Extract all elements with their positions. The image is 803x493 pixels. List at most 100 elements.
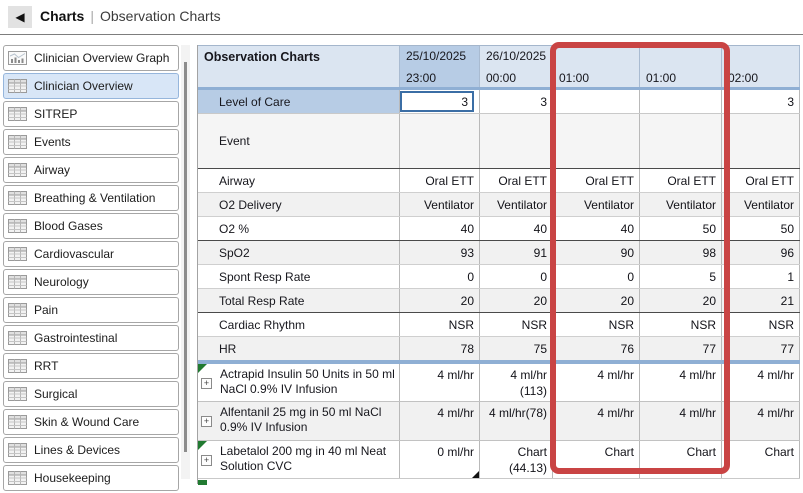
data-cell[interactable]: 4 ml/hr (640, 402, 722, 440)
sidebar-item-skin-wound-care[interactable]: Skin & Wound Care (3, 409, 179, 435)
data-cell[interactable] (480, 114, 553, 168)
data-cell[interactable]: 20 (480, 289, 553, 312)
data-cell[interactable]: 4 ml/hr (400, 402, 480, 440)
column-header-1[interactable]: 26/10/2025 00:00 (480, 46, 553, 87)
data-cell[interactable]: 20 (640, 289, 722, 312)
data-cell[interactable]: 0 (480, 265, 553, 288)
data-cell[interactable]: Oral ETT (722, 169, 800, 192)
level-of-care-input[interactable]: 3 (400, 91, 474, 112)
data-cell[interactable]: Oral ETT (400, 169, 480, 192)
data-cell[interactable]: Chart (44.13) (480, 441, 553, 478)
data-cell[interactable]: NSR (640, 313, 722, 336)
column-header-2[interactable]: 01:00 (553, 46, 640, 87)
data-cell[interactable]: 4 ml/hr (400, 364, 480, 401)
observation-charts-table: Observation Charts 25/10/2025 23:00 26/10/… (197, 45, 800, 485)
data-cell[interactable]: 90 (553, 241, 640, 264)
data-cell[interactable] (640, 114, 722, 168)
expand-plus-icon[interactable]: + (201, 378, 212, 389)
column-header-0[interactable]: 25/10/2025 23:00 (400, 46, 480, 87)
data-cell[interactable]: 50 (722, 217, 800, 240)
data-cell[interactable]: Ventilator (722, 193, 800, 216)
expand-plus-icon[interactable]: + (201, 416, 212, 427)
data-cell[interactable]: 40 (480, 217, 553, 240)
data-cell[interactable]: 50 (640, 217, 722, 240)
data-cell[interactable]: 4 ml/hr (722, 364, 800, 401)
sidebar-scrollbar-thumb[interactable] (184, 62, 187, 452)
data-cell[interactable]: NSR (480, 313, 553, 336)
data-cell[interactable] (400, 114, 480, 168)
data-cell[interactable]: Oral ETT (553, 169, 640, 192)
row-label: Level of Care (198, 90, 400, 113)
sidebar-item-events[interactable]: Events (3, 129, 179, 155)
data-cell[interactable]: Oral ETT (640, 169, 722, 192)
data-cell[interactable]: Ventilator (400, 193, 480, 216)
data-cell[interactable]: 21 (722, 289, 800, 312)
data-cell[interactable]: 40 (400, 217, 480, 240)
data-cell[interactable]: 0 (553, 265, 640, 288)
data-cell[interactable]: 76 (553, 337, 640, 360)
data-cell[interactable]: 78 (400, 337, 480, 360)
data-cell[interactable]: 3 (722, 90, 800, 113)
sidebar-item-sitrep[interactable]: SITREP (3, 101, 179, 127)
sidebar-item-pain[interactable]: Pain (3, 297, 179, 323)
data-cell[interactable]: 0 (400, 265, 480, 288)
row-label-text: Actrapid Insulin 50 Units in 50 ml NaCl … (220, 367, 395, 396)
data-cell[interactable]: 4 ml/hr(78) (480, 402, 553, 440)
data-cell[interactable]: 91 (480, 241, 553, 264)
expand-plus-icon[interactable]: + (201, 455, 212, 466)
data-cell[interactable]: NSR (722, 313, 800, 336)
data-cell[interactable]: Oral ETT (480, 169, 553, 192)
back-button[interactable]: ◀ (8, 6, 32, 28)
data-cell[interactable]: 3 (400, 90, 480, 113)
sidebar-item-gastrointestinal[interactable]: Gastrointestinal (3, 325, 179, 351)
data-cell[interactable]: 5 (640, 265, 722, 288)
data-cell[interactable] (553, 90, 640, 113)
data-cell[interactable]: 4 ml/hr (553, 402, 640, 440)
data-cell[interactable]: 4 ml/hr (640, 364, 722, 401)
sidebar-item-surgical[interactable]: Surgical (3, 381, 179, 407)
data-cell[interactable]: 3 (480, 90, 553, 113)
column-date: 25/10/2025 (406, 49, 467, 63)
data-cell[interactable] (553, 114, 640, 168)
sidebar-item-clinician-overview[interactable]: Clinician Overview (3, 73, 179, 99)
row-label-text: Alfentanil 25 mg in 50 ml NaCl 0.9% IV I… (220, 405, 382, 434)
column-header-4[interactable]: 02:00 (722, 46, 800, 87)
data-cell[interactable]: 4 ml/hr (113) (480, 364, 553, 401)
column-header-3[interactable]: 01:00 (640, 46, 722, 87)
data-cell[interactable]: 77 (640, 337, 722, 360)
data-cell[interactable]: Ventilator (553, 193, 640, 216)
data-cell[interactable]: 77 (722, 337, 800, 360)
data-cell[interactable]: NSR (553, 313, 640, 336)
sidebar-item-airway[interactable]: Airway (3, 157, 179, 183)
data-cell[interactable]: 20 (400, 289, 480, 312)
data-cell[interactable]: 93 (400, 241, 480, 264)
sidebar-item-blood-gases[interactable]: Blood Gases (3, 213, 179, 239)
data-cell[interactable]: Ventilator (480, 193, 553, 216)
data-cell[interactable]: 75 (480, 337, 553, 360)
sidebar-item-breathing-ventilation[interactable]: Breathing & Ventilation (3, 185, 179, 211)
row-label: Cardiac Rhythm (198, 313, 400, 336)
data-cell[interactable]: Ventilator (640, 193, 722, 216)
data-cell[interactable]: NSR (400, 313, 480, 336)
sidebar-item-rrt[interactable]: RRT (3, 353, 179, 379)
sidebar-scrollbar[interactable] (181, 45, 190, 479)
sidebar-item-cardiovascular[interactable]: Cardiovascular (3, 241, 179, 267)
data-cell[interactable]: 96 (722, 241, 800, 264)
data-cell[interactable]: 20 (553, 289, 640, 312)
sidebar-item-housekeeping[interactable]: Housekeeping (3, 465, 179, 491)
data-cell[interactable] (640, 90, 722, 113)
column-time: 01:00 (559, 71, 590, 85)
data-cell[interactable]: Chart (722, 441, 800, 478)
sidebar-item-lines-devices[interactable]: Lines & Devices (3, 437, 179, 463)
data-cell[interactable]: 0 ml/hr (400, 441, 480, 478)
sidebar-item-clinician-overview-graph[interactable]: Clinician Overview Graph (3, 45, 179, 71)
data-cell[interactable] (722, 114, 800, 168)
sidebar-item-neurology[interactable]: Neurology (3, 269, 179, 295)
data-cell[interactable]: 1 (722, 265, 800, 288)
data-cell[interactable]: 98 (640, 241, 722, 264)
data-cell[interactable]: 4 ml/hr (722, 402, 800, 440)
data-cell[interactable]: Chart (553, 441, 640, 478)
data-cell[interactable]: Chart (640, 441, 722, 478)
data-cell[interactable]: 40 (553, 217, 640, 240)
data-cell[interactable]: 4 ml/hr (553, 364, 640, 401)
